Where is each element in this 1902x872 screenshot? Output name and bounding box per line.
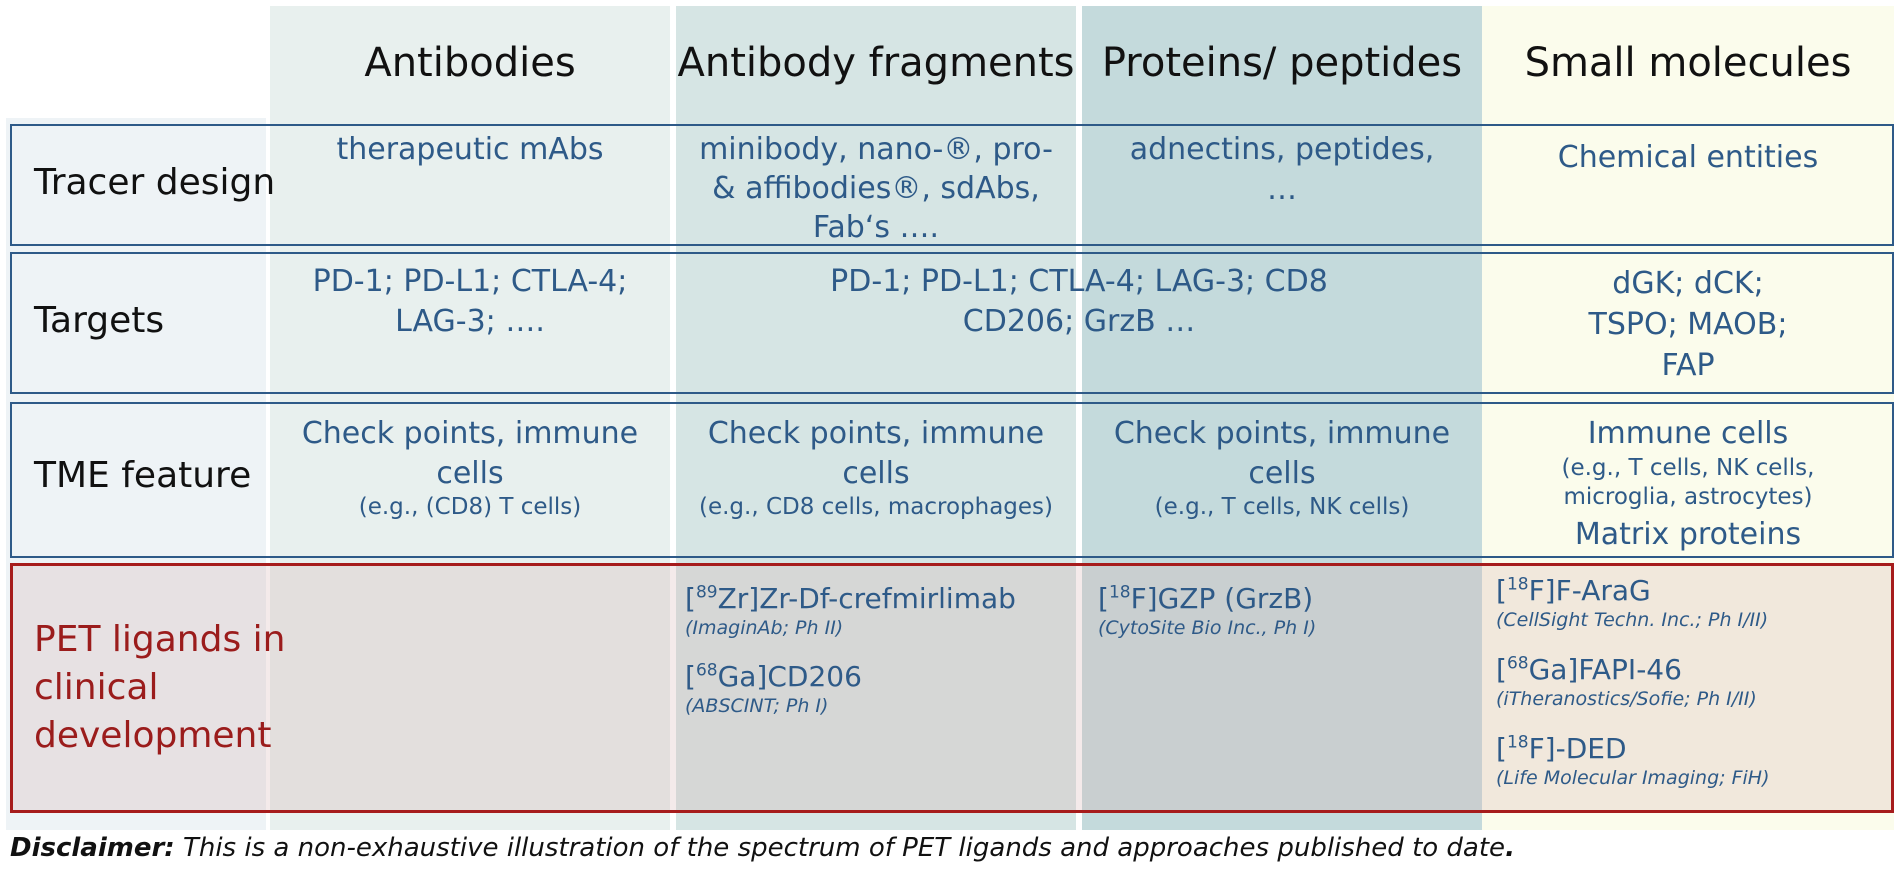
pet-isotope: 18 bbox=[1506, 732, 1529, 753]
pet-compound: Ga]CD206 bbox=[717, 660, 862, 693]
tracer-design-proteins: adnectins, peptides, … bbox=[1129, 132, 1435, 207]
tme-proteins-sub: (e.g., T cells, NK cells) bbox=[1154, 494, 1410, 521]
row-pet-ligands bbox=[10, 563, 1894, 813]
pet-compound: F]-DED bbox=[1528, 732, 1627, 765]
pet-name: [68Ga]CD206 bbox=[685, 660, 862, 693]
pet-name: [68Ga]FAPI-46 bbox=[1496, 653, 1682, 686]
row-targets bbox=[10, 252, 1894, 394]
pet-compound: Zr]Zr-Df-crefmirlimab bbox=[717, 582, 1016, 615]
tme-proteins-main: Check points, immune cells bbox=[1113, 416, 1451, 491]
targets-small-line2: TSPO; MAOB; bbox=[1588, 306, 1788, 342]
tme-small-extra: Matrix proteins bbox=[1574, 517, 1802, 553]
targets-small-molecules: dGK; dCK; TSPO; MAOB; FAP bbox=[1482, 264, 1894, 386]
pet-entry-crefmirlimab: [89Zr]Zr-Df-crefmirlimab (ImaginAb; Ph I… bbox=[685, 582, 1016, 640]
tracer-design-antibodies: therapeutic mAbs bbox=[336, 132, 604, 167]
column-band-small-molecules bbox=[1482, 6, 1894, 830]
column-band-proteins bbox=[1082, 6, 1482, 830]
pet-entry-cd206: [68Ga]CD206 (ABSCINT; Ph I) bbox=[685, 660, 862, 718]
targets-small-line3: FAP bbox=[1661, 347, 1715, 383]
row-label-tme-feature: TME feature bbox=[34, 455, 252, 496]
tme-antibodies-main: Check points, immune cells bbox=[301, 416, 639, 491]
pet-entry-gzp: [18F]GZP (GrzB) (CytoSite Bio Inc., Ph I… bbox=[1098, 582, 1316, 640]
targets-shared: PD-1; PD-L1; CTLA-4; LAG-3; CD8 CD206; G… bbox=[676, 262, 1482, 341]
pet-note: (CytoSite Bio Inc., Ph I) bbox=[1098, 616, 1317, 639]
pet-label-line3: development bbox=[34, 715, 272, 757]
tme-fragments-main: Check points, immune cells bbox=[707, 416, 1045, 491]
pet-entry-f-arag: [18F]F-AraG (CellSight Techn. Inc.; Ph I… bbox=[1496, 574, 1768, 632]
tracer-design-small-molecules: Chemical entities bbox=[1557, 140, 1819, 175]
pet-isotope: 68 bbox=[695, 660, 718, 681]
pet-compound: F]GZP (GrzB) bbox=[1130, 582, 1314, 615]
pet-isotope: 68 bbox=[1506, 653, 1529, 674]
pet-note: (Life Molecular Imaging; FiH) bbox=[1496, 766, 1770, 789]
pet-note: (ABSCINT; Ph I) bbox=[685, 694, 829, 717]
targets-antibodies-line2: LAG-3; …. bbox=[395, 303, 545, 339]
targets-shared-line2: CD206; GrzB … bbox=[962, 303, 1196, 339]
pet-label-line2: clinical bbox=[34, 667, 159, 709]
disclaimer-footnote: Disclaimer: This is a non-exhaustive ill… bbox=[10, 833, 1515, 863]
column-header-proteins: Proteins/ peptides bbox=[1101, 40, 1463, 86]
tme-fragments-sub: (e.g., CD8 cells, macrophages) bbox=[698, 494, 1053, 521]
pet-note: (iTheranostics/Sofie; Ph I/II) bbox=[1496, 687, 1757, 710]
column-header-antibodies: Antibodies bbox=[364, 40, 576, 86]
pet-name: [18F]GZP (GrzB) bbox=[1098, 582, 1314, 615]
targets-small-line1: dGK; dCK; bbox=[1612, 266, 1764, 301]
tracer-design-fragments: minibody, nano-®, pro- & affibodies®, sd… bbox=[699, 132, 1053, 245]
pet-row-tint bbox=[10, 563, 1894, 813]
tme-antibodies: Check points, immune cells (e.g., (CD8) … bbox=[270, 414, 670, 523]
pet-isotope: 89 bbox=[695, 582, 718, 603]
row-label-pet-ligands: PET ligands in clinical development bbox=[34, 616, 286, 761]
column-header-fragments: Antibody fragments bbox=[677, 40, 1075, 86]
pet-note: (CellSight Techn. Inc.; Ph I/II) bbox=[1496, 608, 1769, 631]
pet-name: [18F]F-AraG bbox=[1496, 574, 1651, 607]
column-band-fragments bbox=[676, 6, 1076, 830]
pet-compound: Ga]FAPI-46 bbox=[1528, 653, 1682, 686]
row-label-tracer-design: Tracer design bbox=[34, 162, 276, 203]
tme-small-main: Immune cells bbox=[1587, 416, 1789, 451]
row-tme-feature bbox=[10, 402, 1894, 558]
targets-antibodies-line1: PD-1; PD-L1; CTLA-4; bbox=[312, 264, 628, 299]
targets-antibodies: PD-1; PD-L1; CTLA-4; LAG-3; …. bbox=[270, 262, 670, 341]
tme-antibodies-sub: (e.g., (CD8) T cells) bbox=[358, 494, 582, 521]
pet-note: (ImaginAb; Ph II) bbox=[685, 616, 844, 639]
tme-small-molecules: Immune cells (e.g., T cells, NK cells, m… bbox=[1510, 414, 1866, 555]
tme-fragments: Check points, immune cells (e.g., CD8 ce… bbox=[676, 414, 1076, 523]
row-label-targets: Targets bbox=[34, 300, 165, 341]
pet-name: [89Zr]Zr-Df-crefmirlimab bbox=[685, 582, 1016, 615]
targets-shared-line1: PD-1; PD-L1; CTLA-4; LAG-3; CD8 bbox=[830, 264, 1328, 299]
pet-entry-fapi-46: [68Ga]FAPI-46 (iTheranostics/Sofie; Ph I… bbox=[1496, 653, 1757, 711]
pet-name: [18F]-DED bbox=[1496, 732, 1627, 765]
disclaimer-end: . bbox=[1505, 833, 1515, 863]
disclaimer-text: This is a non-exhaustive illustration of… bbox=[174, 833, 1506, 863]
pet-isotope: 18 bbox=[1108, 582, 1131, 603]
tme-small-sub: (e.g., T cells, NK cells, microglia, ast… bbox=[1561, 454, 1815, 511]
row-tracer-design bbox=[10, 124, 1894, 246]
column-header-small-molecules: Small molecules bbox=[1524, 40, 1852, 86]
disclaimer-lead: Disclaimer: bbox=[10, 833, 175, 863]
pet-entry-f-ded: [18F]-DED (Life Molecular Imaging; FiH) bbox=[1496, 732, 1770, 790]
column-band-antibodies bbox=[270, 6, 670, 830]
label-column-band bbox=[6, 118, 266, 830]
pet-isotope: 18 bbox=[1506, 574, 1529, 595]
pet-compound: F]F-AraG bbox=[1528, 574, 1651, 607]
pet-label-line1: PET ligands in bbox=[34, 619, 286, 660]
tme-proteins: Check points, immune cells (e.g., T cell… bbox=[1082, 414, 1482, 523]
